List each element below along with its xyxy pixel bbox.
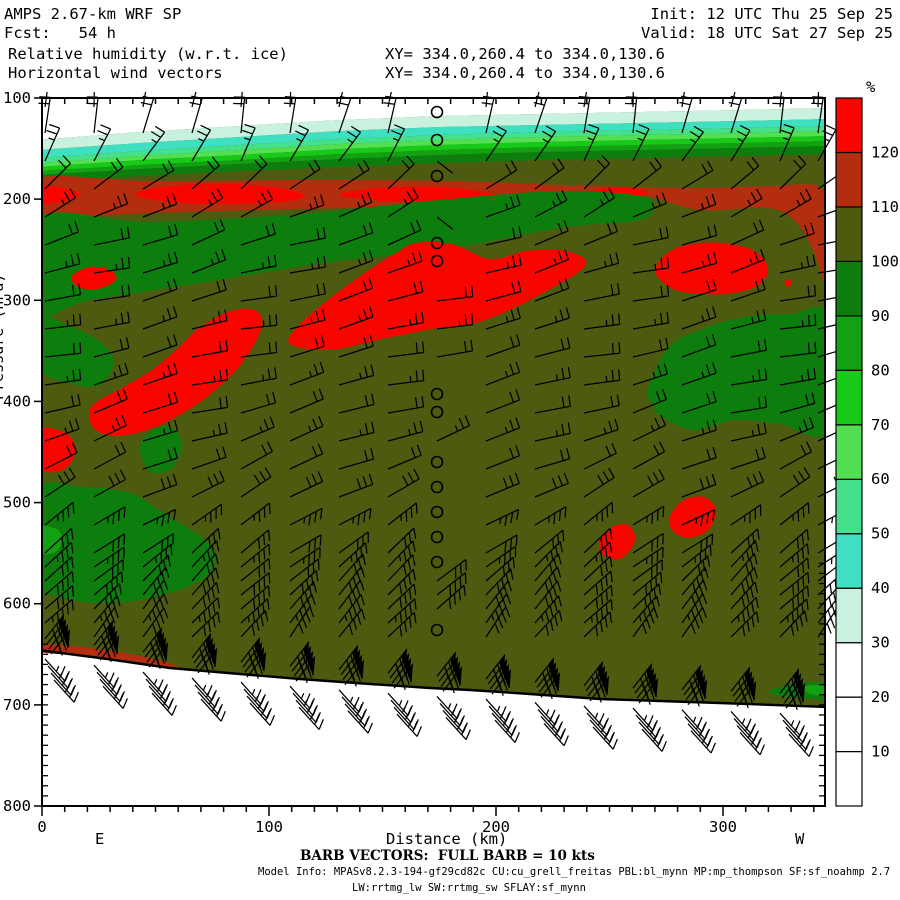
barb-legend-note: BARB VECTORS: FULL BARB = 10 kts xyxy=(300,848,595,864)
xy-range-vectors: XY= 334.0,260.4 to 334.0,130.6 xyxy=(385,64,665,82)
svg-text:70: 70 xyxy=(871,416,890,434)
model-info-line2: LW:rrtmg_lw SW:rrtmg_sw SFLAY:sf_mynn xyxy=(352,882,586,894)
svg-text:100: 100 xyxy=(871,252,899,270)
svg-text:40: 40 xyxy=(871,579,890,597)
svg-text:200: 200 xyxy=(3,190,31,208)
svg-text:80: 80 xyxy=(871,361,890,379)
svg-text:10: 10 xyxy=(871,743,890,761)
init-time: Init: 12 UTC Thu 25 Sep 25 xyxy=(650,5,893,23)
svg-text:300: 300 xyxy=(3,291,31,309)
svg-text:60: 60 xyxy=(871,470,890,488)
svg-text:100: 100 xyxy=(3,89,31,107)
svg-text:20: 20 xyxy=(871,688,890,706)
valid-time: Valid: 18 UTC Sat 27 Sep 25 xyxy=(641,24,893,42)
svg-text:200: 200 xyxy=(482,818,510,836)
east-marker: E xyxy=(95,830,105,848)
svg-text:50: 50 xyxy=(871,525,890,543)
svg-text:500: 500 xyxy=(3,494,31,512)
svg-text:%: % xyxy=(866,78,876,96)
distance-axis-label: Distance (km) xyxy=(386,830,508,848)
field-title: Relative humidity (w.r.t. ice) xyxy=(8,45,288,63)
svg-text:0: 0 xyxy=(37,818,46,836)
svg-text:300: 300 xyxy=(709,818,737,836)
svg-text:110: 110 xyxy=(871,198,899,216)
model-info-line1: Model Info: MPASv8.2.3-194-gf29cd82c CU:… xyxy=(258,866,891,878)
svg-text:30: 30 xyxy=(871,634,890,652)
model-title: AMPS 2.67-km WRF SP xyxy=(4,5,182,23)
vector-title: Horizontal wind vectors xyxy=(8,64,223,82)
svg-text:700: 700 xyxy=(3,696,31,714)
svg-text:120: 120 xyxy=(871,144,899,162)
forecast-hour: Fcst: 54 h xyxy=(4,24,116,42)
svg-text:600: 600 xyxy=(3,595,31,613)
svg-text:400: 400 xyxy=(3,392,31,410)
svg-text:800: 800 xyxy=(3,797,31,815)
west-marker: W xyxy=(795,830,805,848)
svg-text:100: 100 xyxy=(255,818,283,836)
svg-text:90: 90 xyxy=(871,307,890,325)
xy-range-field: XY= 334.0,260.4 to 334.0,130.6 xyxy=(385,45,665,63)
